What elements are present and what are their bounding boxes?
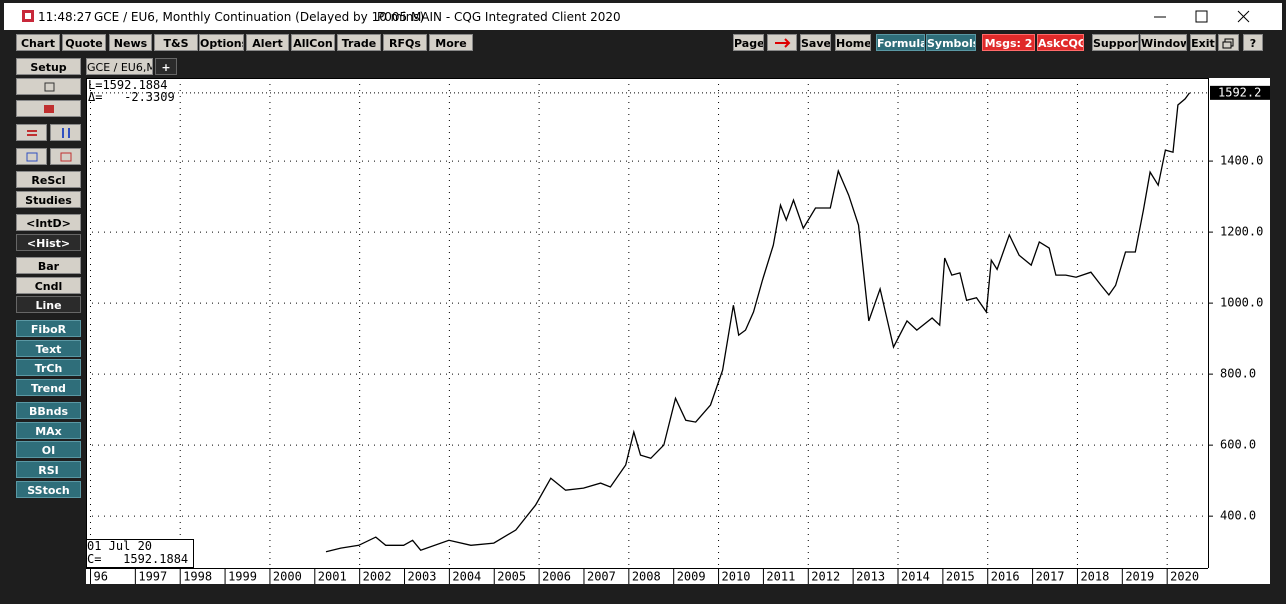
toolbar-button[interactable]: Support bbox=[1092, 34, 1139, 51]
toolbar-button[interactable]: AllCon bbox=[291, 34, 335, 51]
cursor-date: 01 Jul 20 bbox=[87, 539, 153, 553]
y-tick-label: 600.0 bbox=[1220, 438, 1256, 452]
x-tick-label: 2000 bbox=[273, 570, 302, 584]
x-tick-label: 2015 bbox=[946, 570, 975, 584]
x-tick-label: 2016 bbox=[991, 570, 1020, 584]
side-button[interactable]: MAx bbox=[16, 422, 81, 439]
x-tick-label: 2017 bbox=[1036, 570, 1065, 584]
side-button[interactable]: Bar bbox=[16, 257, 81, 274]
side-button[interactable]: <Hist> bbox=[16, 234, 81, 251]
title-bar: 11:48:27 GCE / EU6, Monthly Continuation… bbox=[4, 3, 1282, 30]
x-tick-label: 2019 bbox=[1125, 570, 1154, 584]
toolbar-button[interactable]: More bbox=[429, 34, 473, 51]
x-axis-band bbox=[86, 568, 1270, 584]
x-tick-label: 1999 bbox=[228, 570, 257, 584]
icon-button[interactable] bbox=[16, 100, 81, 117]
side-button[interactable]: TrCh bbox=[16, 359, 81, 376]
price-marker-label: 1592.2 bbox=[1218, 85, 1261, 99]
icon-button[interactable] bbox=[16, 148, 47, 165]
side-button[interactable]: Text bbox=[16, 340, 81, 357]
window-title: GCE / EU6, Monthly Continuation (Delayed… bbox=[94, 10, 425, 24]
x-tick-label: 2014 bbox=[901, 570, 930, 584]
x-tick-label: 2004 bbox=[452, 570, 481, 584]
x-tick-label: 1997 bbox=[138, 570, 167, 584]
last-readout: L=1592.1884 bbox=[88, 78, 168, 92]
side-button[interactable]: Cndl bbox=[16, 277, 81, 294]
x-tick-label: 2002 bbox=[363, 570, 392, 584]
toolbar-button[interactable]: ? bbox=[1243, 34, 1263, 51]
x-tick-label: 2012 bbox=[811, 570, 840, 584]
y-tick-label: 1400.0 bbox=[1220, 154, 1263, 168]
side-button[interactable]: Trend bbox=[16, 379, 81, 396]
x-tick-label: 2009 bbox=[677, 570, 706, 584]
toolbar-button[interactable]: Quote bbox=[62, 34, 106, 51]
x-tick-label: 2005 bbox=[497, 570, 526, 584]
y-tick-label: 1200.0 bbox=[1220, 225, 1263, 239]
y-tick-label: 400.0 bbox=[1220, 509, 1256, 523]
chart-tab[interactable]: GCE / EU6,M bbox=[86, 58, 153, 75]
window-controls[interactable] bbox=[1144, 7, 1274, 27]
clock: 11:48:27 bbox=[38, 10, 92, 24]
toolbar-button[interactable]: Home bbox=[835, 34, 871, 51]
side-button[interactable]: OI bbox=[16, 441, 81, 458]
toolbar-button[interactable]: RFQs bbox=[383, 34, 427, 51]
icon-button[interactable] bbox=[16, 124, 47, 141]
link-button[interactable] bbox=[767, 34, 797, 51]
side-button[interactable]: SStoch bbox=[16, 481, 81, 498]
icon-button[interactable] bbox=[50, 124, 81, 141]
cursor-close: C= 1592.1884 bbox=[87, 552, 189, 566]
x-tick-label: 2011 bbox=[766, 570, 795, 584]
restore-button[interactable] bbox=[1218, 34, 1239, 51]
side-button[interactable]: ReScl bbox=[16, 171, 81, 188]
toolbar-button[interactable]: Exit bbox=[1190, 34, 1216, 51]
toolbar-button[interactable]: T&S bbox=[154, 34, 198, 51]
toolbar-button[interactable]: Save bbox=[800, 34, 831, 51]
x-tick-label: 2010 bbox=[722, 570, 751, 584]
toolbar-button[interactable]: Window bbox=[1140, 34, 1187, 51]
y-tick-label: 800.0 bbox=[1220, 367, 1256, 381]
x-tick-label: 2020 bbox=[1170, 570, 1199, 584]
x-tick-label: 2003 bbox=[408, 570, 437, 584]
add-tab[interactable]: + bbox=[155, 58, 177, 75]
toolbar-button[interactable]: Symbols bbox=[926, 34, 976, 51]
y-tick-label: 1000.0 bbox=[1220, 296, 1263, 310]
app-name: P005 MAIN - CQG Integrated Client 2020 bbox=[377, 10, 621, 24]
toolbar-button[interactable]: Chart bbox=[16, 34, 60, 51]
change-readout: Δ= -2.3309 bbox=[88, 90, 175, 104]
x-tick-label: 1998 bbox=[183, 570, 212, 584]
side-button[interactable]: BBnds bbox=[16, 402, 81, 419]
price-marker bbox=[1210, 85, 1270, 100]
toolbar-button[interactable]: AskCQG bbox=[1037, 34, 1084, 51]
toolbar-button[interactable]: Page bbox=[733, 34, 764, 51]
x-tick-label: 2006 bbox=[542, 570, 571, 584]
x-tick-label: 2007 bbox=[587, 570, 616, 584]
toolbar-button[interactable]: News bbox=[109, 34, 152, 51]
side-button[interactable]: <IntD> bbox=[16, 214, 81, 231]
x-tick-label: 2013 bbox=[856, 570, 885, 584]
x-tick-label: 2008 bbox=[632, 570, 661, 584]
print-button[interactable] bbox=[16, 78, 81, 95]
chart: 400.0 600.0 800.0 1000.0 1200.0 1400.0 96 1997 1… bbox=[86, 78, 1270, 584]
side-button[interactable]: FiboR bbox=[16, 320, 81, 337]
side-button[interactable]: Setup bbox=[16, 58, 81, 75]
toolbar-button[interactable]: Alert bbox=[246, 34, 289, 51]
toolbar-button[interactable]: Options bbox=[199, 34, 244, 51]
side-button[interactable]: Line bbox=[16, 296, 81, 313]
chart-area: 400.0 600.0 800.0 1000.0 1200.0 1400.0 96 1997 1… bbox=[86, 78, 1270, 584]
x-tick-label: 2001 bbox=[318, 570, 347, 584]
x-tick-label: 96 bbox=[93, 570, 107, 584]
toolbar-button[interactable]: Formula bbox=[876, 34, 925, 51]
icon-button[interactable] bbox=[50, 148, 81, 165]
toolbar-button[interactable]: Msgs: 2 bbox=[982, 34, 1035, 51]
toolbar-button[interactable]: Trade bbox=[337, 34, 381, 51]
plot-frame bbox=[86, 78, 1209, 569]
x-tick-label: 2018 bbox=[1080, 570, 1109, 584]
side-button[interactable]: Studies bbox=[16, 191, 81, 208]
app-icon bbox=[22, 10, 34, 22]
cursor-readout: 01 Jul 20 C= 1592.1884 bbox=[86, 539, 194, 568]
price-line bbox=[325, 92, 1191, 553]
side-button[interactable]: RSI bbox=[16, 461, 81, 478]
